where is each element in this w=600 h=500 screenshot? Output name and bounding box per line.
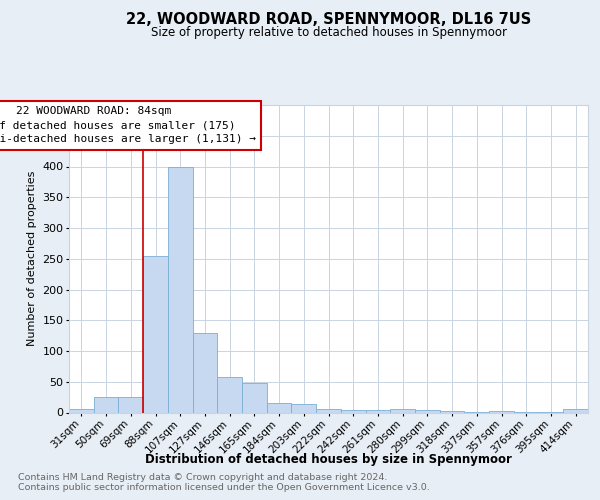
Bar	[390, 409, 415, 412]
Text: 22 WOODWARD ROAD: 84sqm
← 13% of detached houses are smaller (175)
86% of semi-d: 22 WOODWARD ROAD: 84sqm ← 13% of detache…	[0, 106, 256, 144]
Bar	[415, 410, 440, 412]
Bar	[365, 410, 390, 412]
Bar	[316, 410, 341, 412]
Text: 22, WOODWARD ROAD, SPENNYMOOR, DL16 7US: 22, WOODWARD ROAD, SPENNYMOOR, DL16 7US	[126, 12, 532, 28]
Bar	[341, 410, 365, 412]
Text: Size of property relative to detached houses in Spennymoor: Size of property relative to detached ho…	[151, 26, 507, 39]
Bar	[267, 402, 292, 412]
Bar	[143, 256, 168, 412]
Bar	[193, 332, 217, 412]
Bar	[292, 404, 316, 412]
Bar	[563, 410, 588, 412]
Bar	[217, 377, 242, 412]
Text: Contains HM Land Registry data © Crown copyright and database right 2024.
Contai: Contains HM Land Registry data © Crown c…	[18, 472, 430, 492]
Bar	[118, 397, 143, 412]
Bar	[94, 397, 118, 412]
Bar	[69, 410, 94, 412]
Bar	[168, 166, 193, 412]
Y-axis label: Number of detached properties: Number of detached properties	[27, 171, 37, 346]
Text: Distribution of detached houses by size in Spennymoor: Distribution of detached houses by size …	[145, 452, 512, 466]
Bar	[242, 383, 267, 412]
